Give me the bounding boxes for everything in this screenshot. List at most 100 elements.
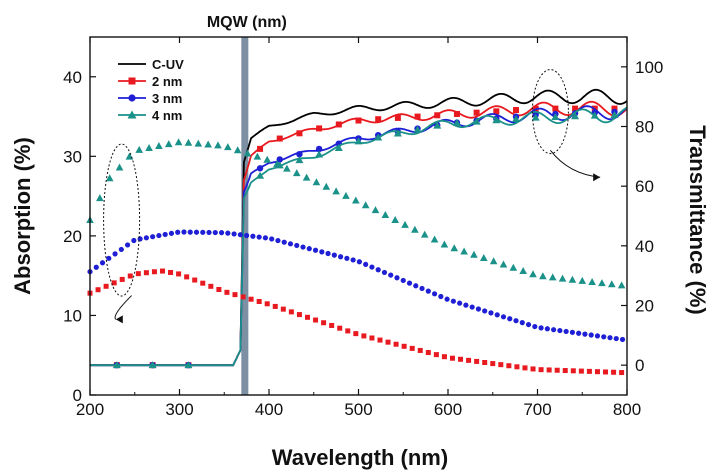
absorption-point-2-nm (578, 368, 584, 374)
absorption-point-2-nm (409, 345, 415, 351)
absorption-point-2-nm (288, 309, 294, 315)
y-left-tick-label: 30 (63, 147, 82, 166)
transmittance-marker-4-nm (374, 133, 383, 141)
absorption-point-3-nm (394, 275, 400, 281)
absorption-point-2-nm (200, 280, 206, 286)
x-tick-label: 400 (255, 400, 283, 419)
absorption-point-2-nm (216, 286, 222, 292)
absorption-point-3-nm (99, 260, 106, 266)
transmittance-marker-4-nm (551, 112, 560, 120)
y-right-tick-label: 60 (635, 177, 654, 196)
absorption-point-3-nm (237, 232, 243, 238)
absorption-point-3-nm (150, 234, 156, 240)
transmittance-ellipse (531, 69, 569, 155)
absorption-point-2-nm (176, 271, 182, 277)
absorption-point-3-nm (557, 327, 563, 334)
transmittance-line-c-uv (90, 88, 628, 367)
transmittance-marker-4-nm (315, 150, 324, 158)
absorption-point-3-nm (594, 333, 601, 339)
absorption-arrow-head (115, 315, 123, 324)
absorption-point-2-nm (611, 369, 617, 375)
absorption-point-2-nm (530, 366, 536, 372)
y-right-tick-label: 80 (635, 118, 654, 137)
absorption-point-2-nm (466, 357, 472, 363)
absorption-point-2-nm (353, 331, 359, 337)
absorption-arrow (114, 295, 132, 320)
transmittance-marker-4-nm (590, 111, 599, 119)
transmittance-marker-2-nm (513, 107, 520, 114)
y-axis-left-title: Absorption (%) (10, 137, 35, 295)
absorption-point-4-nm (578, 276, 587, 284)
absorption-point-4-nm (135, 145, 144, 153)
absorption-point-3-nm (619, 336, 626, 343)
absorption-point-3-nm (444, 296, 450, 302)
transmittance-marker-4-nm (295, 156, 304, 164)
absorption-point-2-nm (168, 269, 174, 275)
absorption-point-4-nm (548, 273, 557, 281)
absorption-point-3-nm (388, 272, 394, 278)
absorption-point-4-nm (96, 194, 104, 202)
legend-marker-2-nm (128, 77, 136, 85)
absorption-point-2-nm (135, 271, 141, 277)
absorption-point-2-nm (425, 350, 431, 356)
absorption-point-3-nm (294, 242, 300, 249)
absorption-point-4-nm (588, 277, 596, 285)
absorption-point-4-nm (263, 155, 272, 163)
absorption-point-2-nm (514, 364, 520, 370)
absorption-point-4-nm (352, 196, 360, 204)
absorption-point-2-nm (329, 322, 335, 328)
transmittance-marker-4-nm (452, 118, 461, 126)
absorption-point-4-nm (155, 142, 163, 150)
x-tick-label: 300 (165, 400, 193, 419)
absorption-point-4-nm (302, 173, 311, 181)
absorption-point-4-nm (411, 225, 419, 233)
absorption-point-3-nm (350, 257, 356, 263)
transmittance-marker-2-nm (572, 105, 579, 112)
absorption-point-3-nm (538, 325, 544, 331)
transmittance-marker-2-nm (552, 105, 559, 112)
absorption-point-3-nm (469, 304, 475, 310)
absorption-point-2-nm (184, 274, 190, 280)
absorption-point-2-nm (192, 277, 198, 283)
absorption-point-4-nm (558, 274, 567, 282)
absorption-point-3-nm (525, 321, 532, 328)
y-left-tick-label: 0 (73, 386, 82, 405)
absorption-point-2-nm (248, 296, 254, 302)
absorption-point-2-nm (321, 320, 327, 326)
absorption-point-4-nm (105, 174, 114, 182)
legend-label-2-nm: 2 nm (152, 74, 182, 89)
x-axis-title: Wavelength (nm) (272, 445, 448, 470)
absorption-point-3-nm (225, 230, 231, 236)
absorption-point-2-nm (562, 368, 568, 374)
transmittance-marker-3-nm (315, 145, 323, 153)
absorption-point-4-nm (332, 187, 340, 195)
absorption-point-3-nm (569, 329, 576, 335)
absorption-point-3-nm (137, 236, 143, 242)
absorption-point-3-nm (93, 264, 99, 270)
absorption-point-3-nm (425, 288, 431, 294)
absorption-point-2-nm (95, 287, 101, 293)
absorption-point-3-nm (281, 239, 287, 245)
absorption-point-3-nm (300, 244, 306, 250)
absorption-point-3-nm (244, 232, 250, 239)
y-left-tick-label: 20 (63, 227, 82, 246)
transmittance-marker-4-nm (184, 361, 193, 369)
absorption-point-3-nm (475, 306, 482, 312)
absorption-point-2-nm (127, 273, 133, 279)
absorption-point-4-nm (184, 138, 193, 146)
absorption-point-3-nm (406, 280, 413, 286)
transmittance-marker-2-nm (611, 105, 618, 112)
absorption-point-2-nm (490, 361, 496, 367)
transmittance-marker-4-nm (512, 114, 521, 122)
transmittance-marker-4-nm (112, 361, 121, 369)
absorption-point-2-nm (272, 303, 278, 309)
absorption-point-2-nm (546, 367, 552, 373)
absorption-point-4-nm (529, 270, 537, 278)
absorption-point-2-nm (151, 269, 157, 275)
absorption-point-3-nm (131, 237, 137, 244)
absorption-point-4-nm (401, 220, 409, 228)
absorption-point-3-nm (607, 335, 613, 341)
absorption-point-3-nm (419, 285, 425, 292)
absorption-point-3-nm (356, 259, 362, 265)
absorption-point-3-nm (500, 314, 507, 320)
